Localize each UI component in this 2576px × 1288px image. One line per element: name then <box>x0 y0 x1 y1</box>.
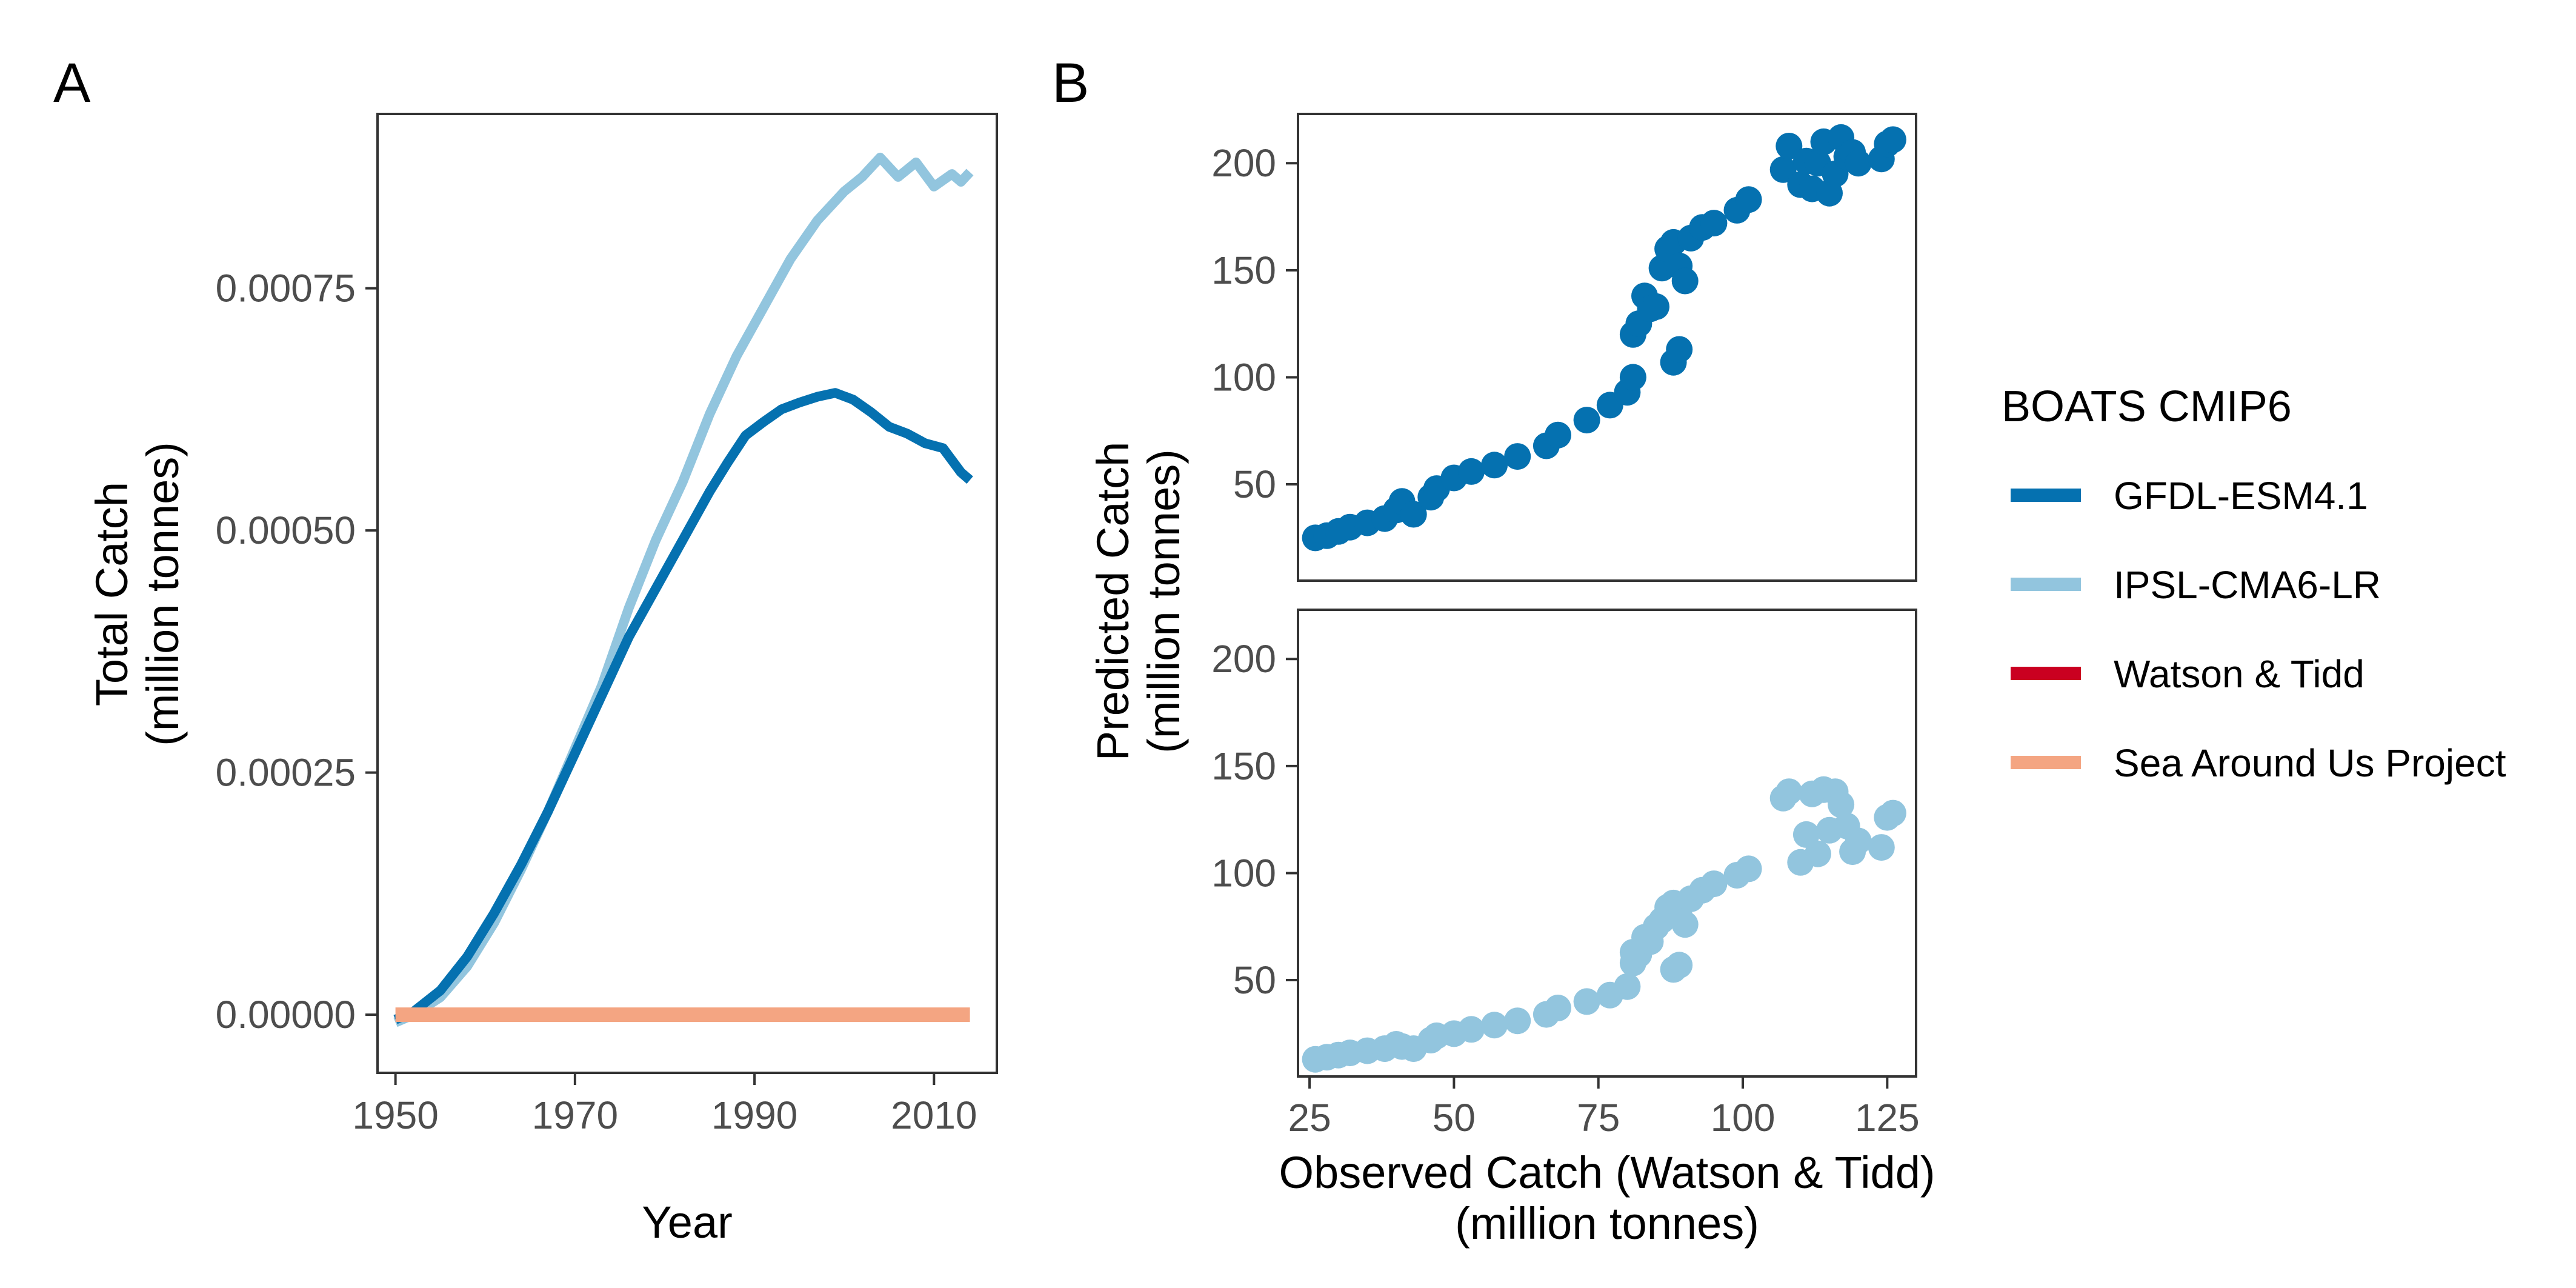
panel-b-x-axis-title-line1: Observed Catch (Watson & Tidd) <box>1279 1147 1935 1198</box>
point-gfdl-esm4-1 <box>1879 126 1906 153</box>
y-tick-label: 0.00025 <box>216 751 356 795</box>
point-ipsl-cma6-lr <box>1666 952 1693 979</box>
point-ipsl-cma6-lr <box>1458 1016 1485 1043</box>
x-tick-label: 25 <box>1288 1096 1331 1140</box>
legend-swatch-watson <box>2011 667 2081 680</box>
panel-a-letter: A <box>53 52 91 114</box>
legend-swatch-ipsl <box>2011 578 2081 591</box>
legend: BOATS CMIP6 GFDL-ESM4.1 IPSL-CMA6-LR Wat… <box>2002 382 2506 785</box>
y-tick-label: 150 <box>1211 249 1276 292</box>
point-gfdl-esm4-1 <box>1643 293 1669 320</box>
panel-b-top-facet-y-ticks: 50 100 150 200 <box>1211 141 1298 506</box>
point-gfdl-esm4-1 <box>1776 133 1803 159</box>
legend-item-sau: Sea Around Us Project <box>2011 741 2506 785</box>
panel-a-line-chart: 1950 1970 1990 2010 0.000000.000250.000500.… <box>87 113 998 1247</box>
y-tick-label: 100 <box>1211 851 1276 895</box>
legend-label-sau: Sea Around Us Project <box>2114 741 2506 785</box>
x-tick-label: 50 <box>1433 1096 1476 1140</box>
panel-b-letter: B <box>1052 52 1089 114</box>
panel-b-scatter-chart: 50 100 150 200 50 100 150 200 25 50 75 100 125 Obs… <box>1088 113 1935 1249</box>
y-tick-label: 0.00050 <box>216 509 356 552</box>
point-gfdl-esm4-1 <box>1666 336 1693 363</box>
legend-swatch-gfdl <box>2011 489 2081 502</box>
point-gfdl-esm4-1 <box>1845 150 1872 177</box>
point-ipsl-cma6-lr <box>1804 840 1831 867</box>
panel-a-x-axis-title: Year <box>642 1197 733 1247</box>
y-tick-label: 200 <box>1211 637 1276 681</box>
panel-b-bottom-facet-frame <box>1297 609 1917 1078</box>
x-tick-label: 1970 <box>532 1093 618 1137</box>
panel-a-series-lines <box>393 152 974 1027</box>
point-ipsl-cma6-lr <box>1573 988 1600 1015</box>
point-gfdl-esm4-1 <box>1481 452 1508 479</box>
panel-b-bottom-facet-y-ticks: 50 100 150 200 <box>1211 637 1298 1002</box>
point-ipsl-cma6-lr <box>1614 973 1641 1000</box>
point-gfdl-esm4-1 <box>1545 421 1571 449</box>
panel-b-y-axis-title-line1: Predicted Catch <box>1088 442 1138 761</box>
panel-a-x-ticks: 1950 1970 1990 2010 <box>352 1073 977 1137</box>
y-tick-label: 50 <box>1233 462 1276 506</box>
legend-label-watson: Watson & Tidd <box>2114 652 2365 696</box>
legend-title: BOATS CMIP6 <box>2002 382 2292 431</box>
panel-b-x-ticks: 25 50 75 100 125 <box>1288 1076 1920 1140</box>
point-ipsl-cma6-lr <box>1828 791 1855 818</box>
legend-label-ipsl: IPSL-CMA6-LR <box>2114 563 2381 607</box>
x-tick-label: 75 <box>1577 1096 1620 1140</box>
point-ipsl-cma6-lr <box>1481 1012 1508 1039</box>
point-ipsl-cma6-lr <box>1504 1007 1531 1035</box>
panel-b-top-facet-frame <box>1297 113 1917 582</box>
panel-a-frame <box>376 113 998 1074</box>
legend-item-ipsl: IPSL-CMA6-LR <box>2011 563 2381 607</box>
legend-item-gfdl: GFDL-ESM4.1 <box>2011 474 2368 518</box>
point-ipsl-cma6-lr <box>1735 855 1762 883</box>
panel-b-y-axis-title-line2: (million tonnes) <box>1139 449 1189 753</box>
point-gfdl-esm4-1 <box>1504 443 1531 470</box>
point-ipsl-cma6-lr <box>1545 995 1571 1021</box>
point-ipsl-cma6-lr <box>1671 911 1699 938</box>
point-ipsl-cma6-lr <box>1776 778 1803 806</box>
point-gfdl-esm4-1 <box>1769 156 1797 183</box>
point-ipsl-cma6-lr <box>1879 799 1906 827</box>
point-ipsl-cma6-lr <box>1845 827 1872 855</box>
point-gfdl-esm4-1 <box>1619 364 1646 391</box>
point-gfdl-esm4-1 <box>1700 210 1728 237</box>
y-tick-label: 0.00075 <box>216 267 356 310</box>
panel-b-top-facet-points <box>1302 124 1906 552</box>
x-tick-label: 2010 <box>891 1093 977 1137</box>
point-ipsl-cma6-lr <box>1792 821 1820 848</box>
panel-a-y-axis-title-line1: Total Catch <box>87 482 137 706</box>
panel-b-bottom-facet-points <box>1302 776 1906 1073</box>
y-tick-label: 150 <box>1211 744 1276 788</box>
y-tick-label: 100 <box>1211 355 1276 399</box>
point-gfdl-esm4-1 <box>1735 186 1762 213</box>
x-tick-label: 125 <box>1855 1096 1920 1140</box>
y-tick-label: 50 <box>1233 958 1276 1002</box>
x-tick-label: 1950 <box>352 1093 438 1137</box>
legend-item-watson: Watson & Tidd <box>2011 652 2365 696</box>
y-tick-label: 200 <box>1211 141 1276 185</box>
y-tick-label: 0.00000 <box>216 993 356 1036</box>
x-tick-label: 1990 <box>711 1093 797 1137</box>
panel-a-y-axis-title-line2: (million tonnes) <box>138 442 188 746</box>
legend-swatch-sau <box>2011 756 2081 769</box>
point-gfdl-esm4-1 <box>1458 458 1485 485</box>
panel-b-x-axis-title-line2: (million tonnes) <box>1455 1198 1759 1249</box>
point-gfdl-esm4-1 <box>1671 267 1699 295</box>
point-gfdl-esm4-1 <box>1573 407 1600 434</box>
panel-a-y-ticks: 0.00000 0.00025 0.00050 0.00075 <box>216 267 378 1036</box>
x-tick-label: 100 <box>1711 1096 1776 1140</box>
point-gfdl-esm4-1 <box>1400 501 1427 528</box>
legend-label-gfdl: GFDL-ESM4.1 <box>2114 474 2368 518</box>
series-line-gfdl-esm4-1 <box>393 388 973 1024</box>
point-ipsl-cma6-lr <box>1868 834 1895 861</box>
point-ipsl-cma6-lr <box>1700 870 1728 898</box>
